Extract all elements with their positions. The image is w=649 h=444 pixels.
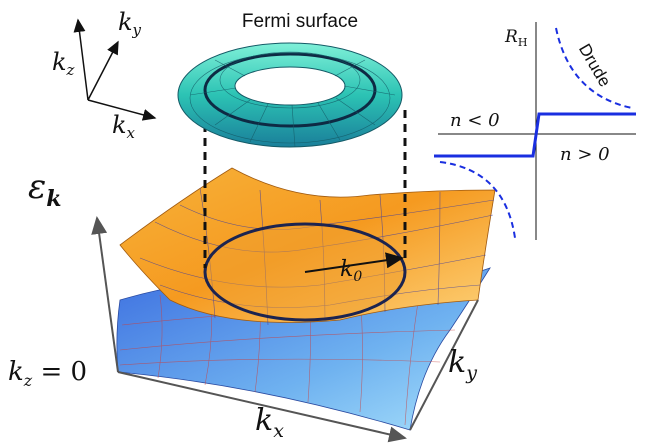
small-axes — [78, 20, 155, 118]
torus — [178, 43, 402, 147]
rh-label: RH — [504, 27, 527, 49]
diagram: kz ky kx Fermi surface k0 εk kz = 0 ky k… — [0, 0, 649, 444]
big-ky-label: ky — [448, 345, 477, 384]
n-pos-label: n > 0 — [560, 144, 610, 165]
energy-label: εk — [28, 167, 62, 212]
kz-label: kz — [52, 48, 75, 79]
ky-label: ky — [118, 8, 142, 39]
plane-label: kz = 0 — [8, 357, 87, 390]
kx-label: kx — [112, 111, 136, 142]
drude-label: Drude — [575, 40, 615, 90]
title: Fermi surface — [242, 11, 358, 32]
n-neg-label: n < 0 — [450, 110, 500, 131]
